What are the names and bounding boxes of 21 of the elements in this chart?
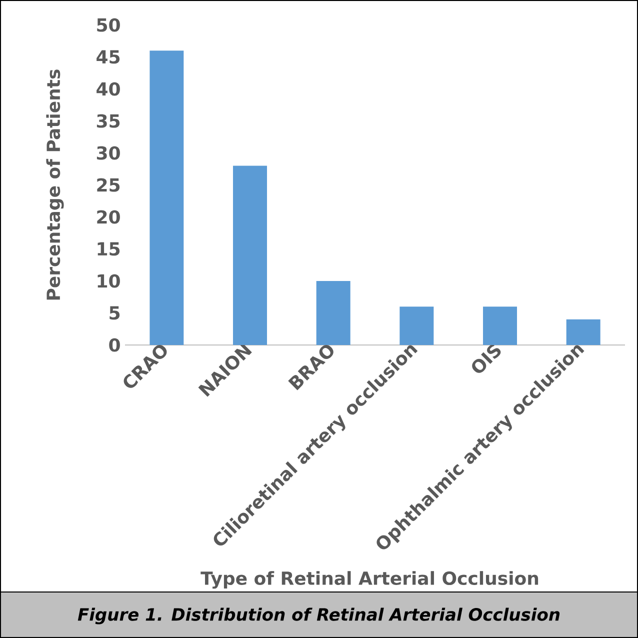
- bar: [233, 166, 267, 345]
- y-tick-label: 10: [98, 274, 120, 288]
- y-tick-label: 5: [110, 306, 120, 320]
- bar: [483, 306, 517, 345]
- y-tick-label: 40: [96, 82, 120, 96]
- y-tick-label: 0: [109, 338, 120, 352]
- y-tick-label: 25: [97, 178, 120, 192]
- y-tick-label: 35: [96, 114, 120, 128]
- x-tick-label: OIS: [472, 344, 501, 373]
- y-tick-label: 20: [97, 210, 120, 224]
- bar: [316, 281, 350, 345]
- y-tick-label: 50: [97, 18, 120, 32]
- bar: [566, 319, 600, 345]
- x-axis-title: Type of Retinal Arterial Occlusion: [200, 571, 538, 589]
- y-tick-label: 30: [96, 146, 120, 160]
- caption: Figure 1. Distribution of Retinal Arterial Occlusion: [78, 608, 560, 624]
- y-tick-label: 15: [98, 242, 120, 256]
- y-axis-title: Percentage of Patients: [46, 70, 64, 300]
- y-tick-label: 45: [96, 50, 120, 64]
- bar: [400, 306, 434, 345]
- bar: [150, 50, 184, 345]
